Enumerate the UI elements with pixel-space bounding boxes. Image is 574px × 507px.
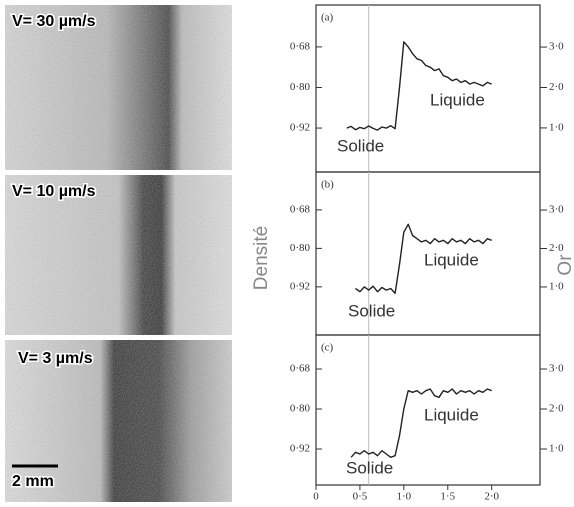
- data-line: [350, 388, 492, 458]
- x-tick-label: 1·0: [397, 491, 412, 503]
- x-tick-label: 1·5: [440, 491, 455, 503]
- annotation: Solide: [348, 301, 395, 320]
- y2-tick-label: 3·0: [549, 41, 564, 53]
- y2-tick-label: 2·0: [549, 403, 564, 415]
- data-line: [346, 41, 492, 131]
- y-tick-label: 0·68: [290, 363, 311, 375]
- plot-frame: [315, 334, 541, 486]
- grain: [5, 175, 232, 335]
- micrographs: V= 30 µm/s V= 10 µm/s V= 3 µm/s 2 mm: [5, 5, 232, 502]
- y2-axis-label: Or: [555, 254, 574, 276]
- y-tick-label: 0·80: [290, 403, 311, 415]
- annotation: Liquide: [424, 405, 479, 424]
- y2-tick-label: 3·0: [549, 204, 564, 216]
- scale-label: 2 mm: [12, 473, 54, 490]
- y2-tick-label: 2·0: [549, 242, 564, 254]
- grain: [5, 340, 232, 502]
- y-tick-label: 0·80: [290, 242, 311, 254]
- velocity-label: V= 10 µm/s: [12, 183, 96, 200]
- y-tick-label: 0·92: [290, 122, 310, 134]
- x-tick-label: 2·0: [484, 491, 499, 503]
- data-line: [355, 223, 492, 294]
- y-axis-label: Densité: [251, 226, 272, 290]
- charts: (a) 0·68 0·80 0·92 3·0 2·0 1·0 Solide Liquide (b)…: [290, 4, 564, 503]
- y-tick-label: 0·80: [290, 81, 311, 93]
- annotation: Liquide: [424, 250, 479, 269]
- annotation: Solide: [346, 458, 393, 477]
- velocity-label: V= 3 µm/s: [18, 350, 93, 367]
- annotation: Liquide: [430, 90, 485, 109]
- annotation: Solide: [337, 136, 384, 155]
- y-tick-label: 0·92: [290, 280, 310, 292]
- panel-label: (c): [321, 342, 334, 354]
- y2-tick-label: 3·0: [549, 363, 564, 375]
- y-tick-label: 0·92: [290, 443, 310, 455]
- velocity-label: V= 30 µm/s: [12, 13, 96, 30]
- y2-tick-label: 2·0: [549, 81, 564, 93]
- y2-tick-label: 1·0: [549, 121, 564, 133]
- panel-label: (b): [321, 179, 334, 191]
- x-tick-label: 0·5: [353, 491, 368, 503]
- x-tick-label: 0: [313, 491, 319, 503]
- y2-tick-label: 1·0: [549, 443, 564, 455]
- y-tick-label: 0·68: [290, 40, 311, 52]
- y2-tick-label: 1·0: [549, 280, 564, 292]
- y-tick-label: 0·68: [290, 203, 311, 215]
- panel-label: (a): [321, 12, 334, 24]
- grain: [5, 5, 232, 170]
